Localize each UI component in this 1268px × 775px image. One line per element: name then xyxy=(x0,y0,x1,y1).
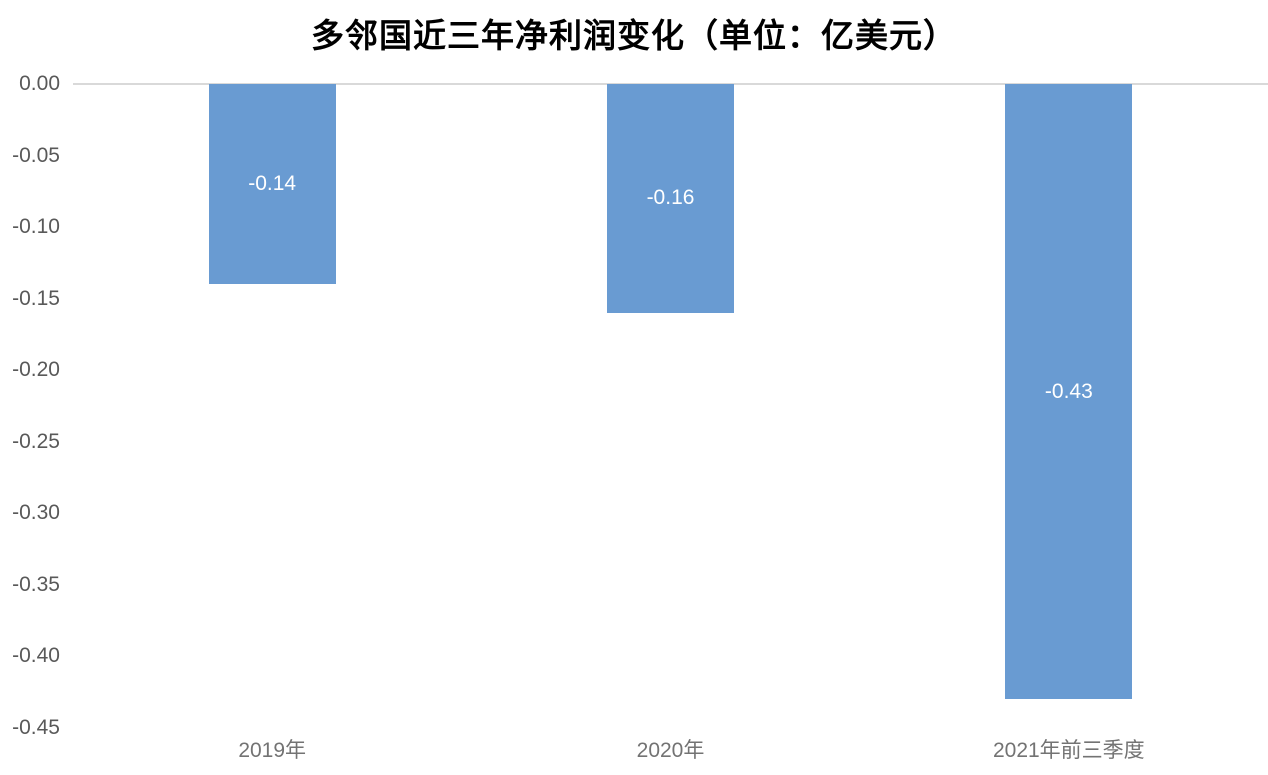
y-axis-tick-label: 0.00 xyxy=(19,72,60,95)
y-axis-tick-label: -0.10 xyxy=(12,215,60,239)
y-axis-tick-label: -0.30 xyxy=(12,501,60,525)
y-axis-tick-label: -0.45 xyxy=(12,716,60,739)
y-axis-tick-label: -0.40 xyxy=(12,644,60,668)
y-axis-tick-label: -0.35 xyxy=(12,572,60,596)
y-axis-tick-label: -0.20 xyxy=(12,358,60,382)
bar-data-label: -0.14 xyxy=(248,172,297,196)
x-axis-category-label: 2019年 xyxy=(238,739,307,762)
x-axis-category-label: 2021年前三季度 xyxy=(992,739,1145,762)
x-axis-category-label: 2020年 xyxy=(636,739,705,762)
y-axis-tick-label: -0.15 xyxy=(12,286,60,310)
plot-area: -0.14 -0.16 -0.43 xyxy=(73,83,1268,728)
bar-2019年: -0.14 xyxy=(208,84,336,285)
chart-title: 多邻国近三年净利润变化（单位：亿美元） xyxy=(311,19,957,55)
y-axis: 0.00 -0.05 -0.10 -0.15 -0.20 -0.25 -0.30 -0.35 -… xyxy=(0,73,60,739)
bar-2021年前三季度: -0.43 xyxy=(1005,84,1133,700)
y-axis-tick-label: -0.25 xyxy=(12,429,60,453)
bar-data-label: -0.16 xyxy=(646,186,695,210)
bar-2020年: -0.16 xyxy=(607,84,734,313)
x-axis: 2019年 2020年 2021年前三季度 xyxy=(73,738,1268,768)
y-axis-tick-label: -0.05 xyxy=(12,143,60,167)
bar-data-label: -0.43 xyxy=(1044,379,1093,403)
